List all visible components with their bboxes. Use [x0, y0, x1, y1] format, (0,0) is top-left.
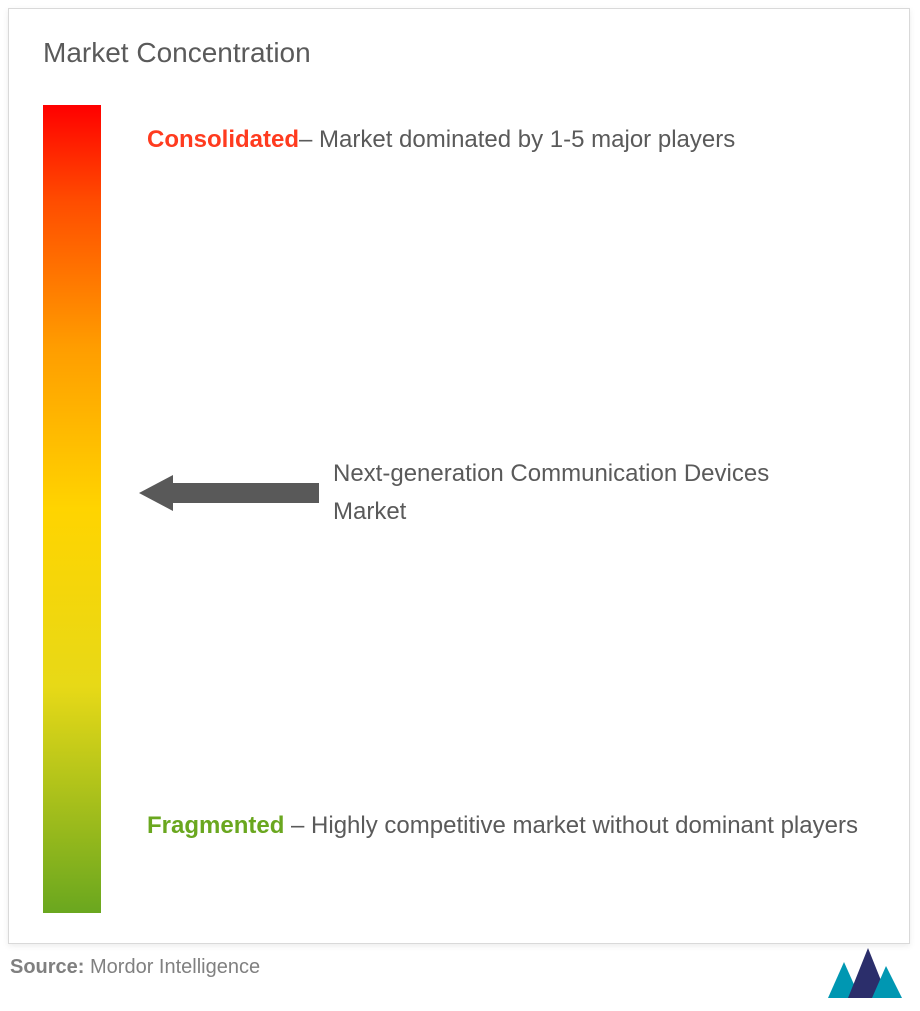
fragmented-keyword: Fragmented: [147, 812, 284, 839]
consolidated-keyword: Consolidated: [147, 126, 299, 153]
concentration-gradient-bar: [43, 105, 101, 913]
source-line: Source: Mordor Intelligence: [10, 956, 260, 979]
pointer-label: Next-generation Communication Devices Ma…: [333, 455, 813, 532]
fragmented-desc: – Highly competitive market without domi…: [284, 812, 858, 839]
fragmented-label: Fragmented – Highly competitive market w…: [147, 801, 869, 851]
source-label: Source:: [10, 956, 84, 978]
consolidated-desc: – Market dominated by 1-5 major players: [299, 126, 735, 153]
arrow-shaft: [173, 483, 319, 503]
card: Market Concentration Consolidated– Marke…: [8, 8, 910, 944]
arrow-head: [139, 475, 173, 511]
arrow-left-icon: [139, 471, 319, 515]
source-value: Mordor Intelligence: [84, 956, 260, 978]
mi-logo-icon: [828, 948, 902, 998]
chart-title: Market Concentration: [43, 37, 311, 69]
market-pointer: Next-generation Communication Devices Ma…: [139, 455, 813, 532]
consolidated-label: Consolidated– Market dominated by 1-5 ma…: [147, 115, 869, 165]
